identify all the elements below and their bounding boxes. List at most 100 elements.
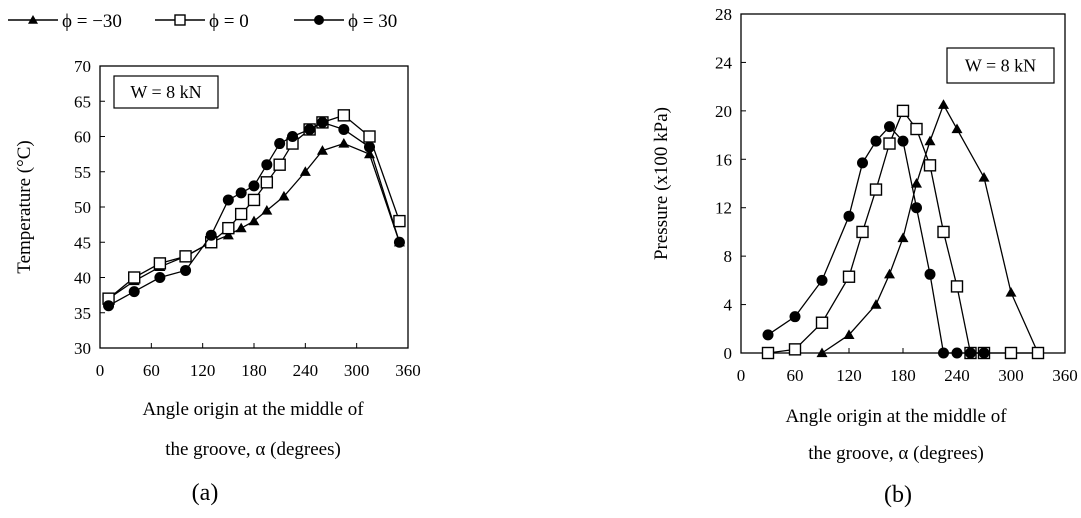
data-point	[180, 264, 192, 276]
x-tick-label: 240	[293, 361, 319, 380]
y-tick-label: 35	[74, 304, 91, 323]
data-point	[234, 207, 248, 221]
annotation-box	[946, 47, 1055, 84]
data-point	[884, 121, 895, 133]
annotation-text: W = 8 kN	[965, 56, 1036, 76]
data-point	[896, 104, 910, 118]
data-point	[869, 183, 883, 196]
data-point	[260, 176, 274, 189]
y-tick-label: 30	[74, 339, 91, 358]
y-tick-label: 45	[74, 233, 91, 252]
y-axis-label: Pressure (x100 kPa)	[651, 107, 672, 260]
series-square-open	[102, 109, 406, 305]
data-point	[951, 347, 963, 359]
series-triangle	[816, 99, 1044, 358]
data-point	[883, 137, 896, 150]
data-point	[938, 347, 949, 359]
data-point	[884, 268, 895, 279]
data-point	[316, 145, 328, 155]
y-tick-label: 8	[724, 247, 733, 266]
x-axis-label: the groove, α (degrees)	[808, 443, 984, 464]
data-point	[951, 123, 963, 134]
data-point	[911, 178, 922, 188]
x-tick-label: 120	[190, 361, 216, 380]
data-point	[910, 122, 923, 136]
x-tick-label: 60	[787, 366, 804, 385]
y-tick-label: 24	[715, 53, 733, 72]
x-axis-label: Angle origin at the middle of	[142, 399, 364, 420]
data-point	[153, 257, 167, 270]
annotation-box	[113, 75, 219, 109]
legend-label: ϕ = 0	[209, 11, 249, 32]
data-point	[843, 329, 855, 339]
data-point	[278, 190, 290, 201]
data-point	[1004, 346, 1018, 360]
y-tick-label: 50	[74, 198, 91, 217]
data-point	[815, 316, 829, 329]
data-point	[338, 123, 350, 135]
annotation-text: W = 8 kN	[130, 82, 201, 102]
data-point	[393, 214, 406, 228]
y-tick-label: 70	[74, 57, 91, 76]
y-tick-label: 0	[724, 344, 733, 363]
x-tick-label: 240	[944, 366, 970, 385]
data-point	[337, 109, 351, 122]
legend: ϕ = −30 ϕ = 0 ϕ = 30	[8, 11, 397, 32]
data-point	[923, 159, 937, 172]
data-point	[248, 180, 260, 192]
data-point	[287, 131, 298, 142]
x-tick-label: 180	[890, 366, 916, 385]
series-line	[108, 121, 401, 307]
data-point	[870, 135, 882, 147]
data-point	[304, 123, 316, 135]
data-point	[274, 138, 286, 150]
data-point	[789, 311, 801, 323]
panel-a: 0 60 120 180 240 300 360 30 35 40 45 50 55 60 65 70 Temp…	[14, 57, 421, 506]
y-tick-label: 12	[715, 199, 732, 218]
y-tick-label: 65	[74, 92, 91, 111]
data-point	[363, 130, 376, 143]
legend-label: ϕ = −30	[62, 11, 122, 32]
data-point	[870, 299, 882, 309]
data-point	[364, 141, 375, 153]
data-point	[937, 225, 950, 239]
legend-label: ϕ = 30	[348, 11, 397, 32]
y-tick-label: 60	[74, 128, 91, 147]
data-point	[816, 274, 828, 286]
data-point	[247, 193, 261, 207]
data-point	[393, 236, 405, 248]
data-point	[924, 268, 936, 280]
series-line	[821, 103, 1039, 354]
data-point	[856, 225, 869, 239]
x-tick-label: 300	[998, 366, 1024, 385]
legend-item: ϕ = 30	[294, 11, 397, 32]
data-point	[103, 300, 115, 312]
y-tick-label: 16	[715, 150, 732, 169]
legend-item: ϕ = 0	[155, 11, 249, 32]
panel-caption: (a)	[192, 480, 219, 506]
data-point	[222, 194, 234, 206]
x-tick-label: 180	[241, 361, 267, 380]
data-point	[205, 229, 217, 241]
data-point	[1005, 286, 1017, 297]
data-point	[978, 171, 990, 182]
series-triangle	[103, 138, 405, 303]
data-point	[924, 135, 936, 146]
data-point	[235, 222, 247, 233]
x-tick-label: 120	[836, 366, 862, 385]
data-point	[1031, 346, 1045, 360]
data-point	[248, 215, 260, 226]
data-point	[938, 99, 949, 109]
y-tick-label: 4	[724, 296, 733, 315]
data-point	[154, 272, 166, 283]
data-point	[273, 158, 286, 171]
x-tick-label: 60	[143, 361, 160, 380]
y-tick-label: 55	[74, 163, 91, 182]
x-tick-label: 300	[344, 361, 370, 380]
series-line	[108, 114, 401, 300]
data-point	[128, 286, 140, 298]
data-point	[788, 343, 802, 356]
series-line	[767, 109, 1038, 354]
data-point	[261, 205, 273, 215]
legend-marker-square-open	[174, 14, 186, 26]
